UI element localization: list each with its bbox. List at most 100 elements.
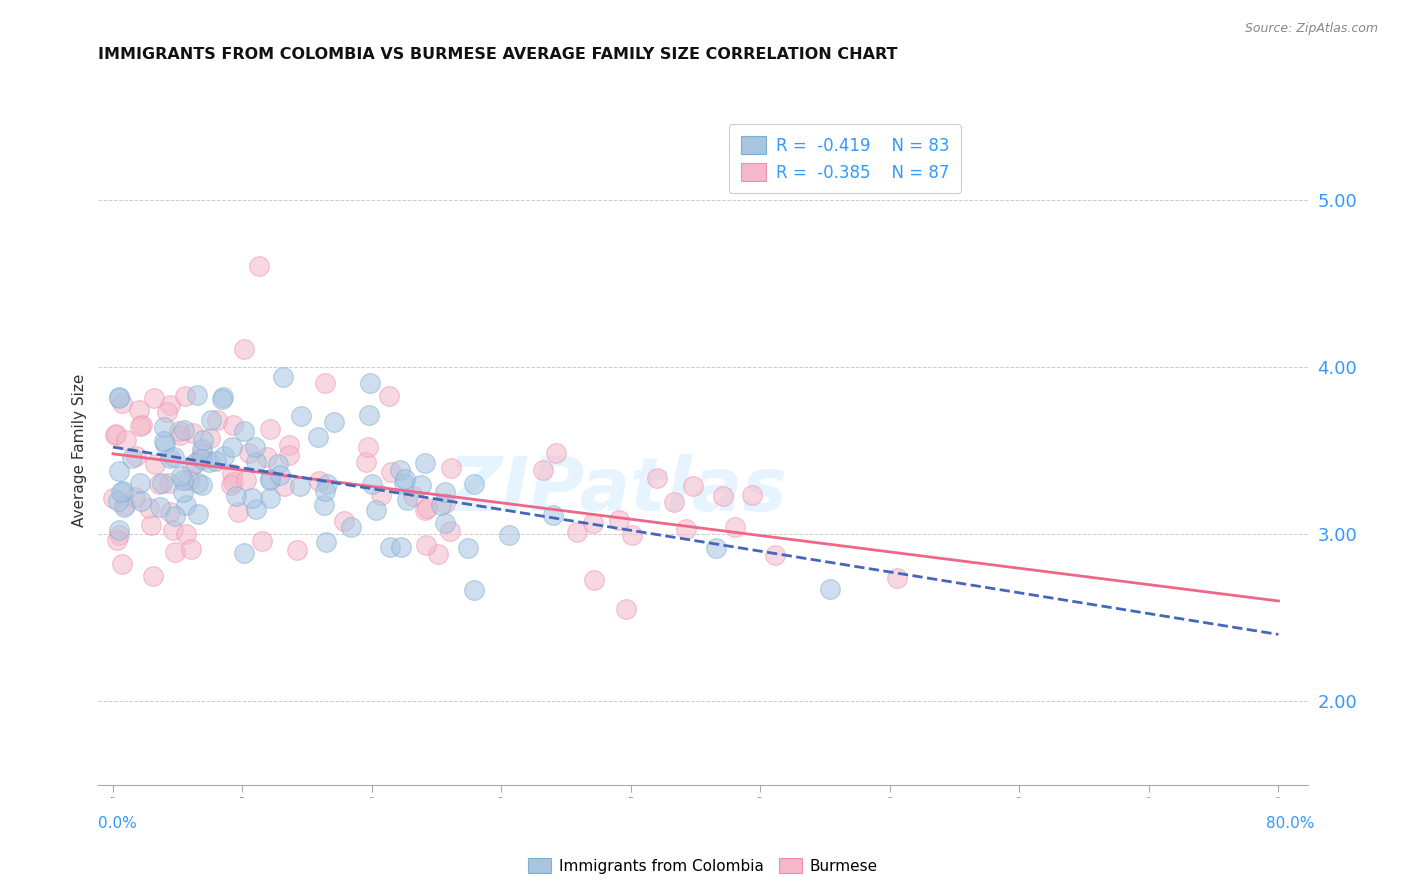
Point [221, 467, 243, 482]
Point [153, 437, 176, 451]
Point [645, 471, 668, 485]
Point [165, 545, 187, 559]
Point [150, 476, 173, 491]
Point [107, 494, 129, 508]
Point [139, 517, 162, 532]
Point [184, 456, 207, 470]
Point [245, 502, 267, 516]
Point [607, 513, 630, 527]
Point [457, 541, 479, 556]
Point [233, 424, 256, 438]
Point [314, 498, 336, 512]
Point [101, 491, 124, 505]
Point [245, 455, 267, 469]
Point [159, 451, 181, 466]
Point [169, 428, 191, 442]
Point [409, 477, 432, 491]
Point [191, 442, 214, 457]
Point [377, 389, 399, 403]
Point [104, 426, 127, 441]
Point [156, 404, 179, 418]
Point [186, 388, 208, 402]
Point [415, 537, 437, 551]
Point [110, 485, 132, 500]
Text: IMMIGRANTS FROM COLOMBIA VS BURMESE AVERAGE FAMILY SIZE CORRELATION CHART: IMMIGRANTS FROM COLOMBIA VS BURMESE AVER… [98, 47, 898, 62]
Point [157, 475, 180, 490]
Point [416, 500, 439, 515]
Point [187, 475, 209, 490]
Point [361, 477, 384, 491]
Point [724, 520, 747, 534]
Point [439, 524, 461, 538]
Point [339, 519, 361, 533]
Point [250, 534, 273, 549]
Point [392, 475, 415, 490]
Point [211, 390, 233, 404]
Point [531, 462, 554, 476]
Point [240, 491, 263, 506]
Point [582, 573, 605, 587]
Legend: Immigrants from Colombia, Burmese: Immigrants from Colombia, Burmese [522, 852, 884, 880]
Point [107, 392, 129, 406]
Point [394, 471, 416, 485]
Point [152, 419, 174, 434]
Point [290, 479, 312, 493]
Point [430, 498, 453, 512]
Point [290, 409, 312, 423]
Point [356, 455, 378, 469]
Point [259, 473, 281, 487]
Point [221, 417, 243, 432]
Point [359, 376, 381, 391]
Point [364, 503, 387, 517]
Point [165, 508, 187, 523]
Point [402, 489, 425, 503]
Point [427, 547, 450, 561]
Point [277, 448, 299, 462]
Point [191, 451, 214, 466]
Y-axis label: Average Family Size: Average Family Size [72, 374, 87, 527]
Point [621, 528, 644, 542]
Point [187, 507, 209, 521]
Point [174, 389, 197, 403]
Point [124, 490, 146, 504]
Point [233, 546, 256, 560]
Point [105, 533, 128, 547]
Point [614, 602, 637, 616]
Point [129, 419, 152, 434]
Point [541, 508, 564, 522]
Text: 80.0%: 80.0% [1267, 816, 1315, 831]
Point [108, 528, 131, 542]
Point [114, 433, 136, 447]
Point [125, 449, 148, 463]
Point [741, 488, 763, 502]
Point [148, 476, 170, 491]
Point [247, 260, 270, 274]
Point [232, 342, 254, 356]
Point [205, 413, 228, 427]
Point [221, 440, 243, 454]
Text: Source: ZipAtlas.com: Source: ZipAtlas.com [1244, 22, 1378, 36]
Point [391, 541, 413, 555]
Point [271, 370, 294, 384]
Point [129, 476, 152, 491]
Point [269, 467, 291, 482]
Point [370, 488, 392, 502]
Point [152, 434, 174, 448]
Point [162, 450, 184, 465]
Point [191, 478, 214, 492]
Text: ZIPatlas: ZIPatlas [449, 454, 789, 527]
Point [463, 582, 485, 597]
Point [129, 494, 152, 508]
Point [110, 557, 132, 571]
Point [143, 457, 166, 471]
Point [380, 465, 402, 479]
Point [181, 425, 204, 440]
Point [167, 424, 190, 438]
Point [333, 514, 356, 528]
Point [180, 541, 202, 556]
Point [565, 524, 588, 539]
Point [315, 477, 337, 491]
Point [322, 415, 344, 429]
Point [818, 582, 841, 597]
Point [413, 503, 436, 517]
